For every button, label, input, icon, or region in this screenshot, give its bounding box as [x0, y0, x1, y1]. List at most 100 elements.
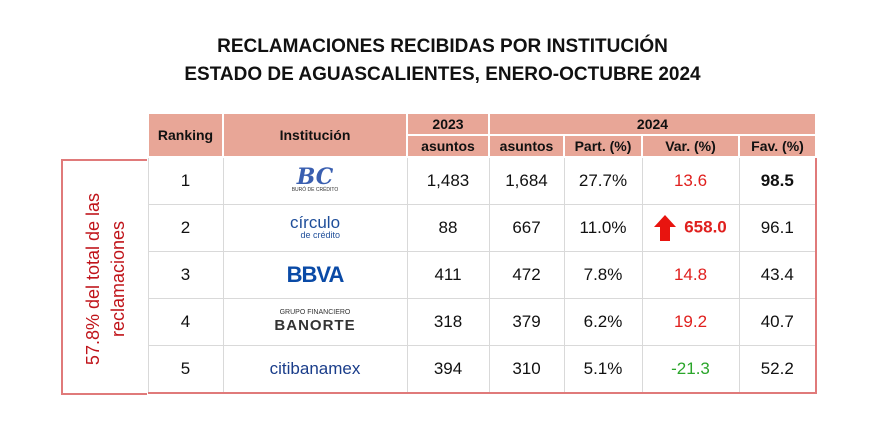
- institution-logo: BBVA: [286, 261, 345, 287]
- logo-cell: círculo de crédito: [222, 204, 408, 252]
- cell-text: 394: [433, 359, 463, 378]
- cell: 14.8: [641, 251, 740, 299]
- cell: 3: [147, 251, 224, 299]
- cell: 379: [488, 298, 565, 346]
- side-note-line: 57.8% del total de las: [83, 192, 103, 366]
- logo-text: círculo: [289, 212, 341, 232]
- cell-text: 88: [438, 218, 458, 237]
- cell: 13.6: [641, 156, 740, 205]
- cell: 1,684: [488, 156, 565, 205]
- cell: 2: [147, 204, 224, 252]
- cell-text: -21.3: [671, 359, 710, 378]
- cell: 43.4: [738, 251, 817, 299]
- cell: 19.2: [641, 298, 740, 346]
- table-row: 3 BBVA 411 472 7.8% 14.8 43.4: [147, 251, 817, 299]
- cell-text: 5: [180, 359, 191, 378]
- title-line: RECLAMACIONES RECIBIDAS POR INSTITUCIÓN: [217, 36, 668, 57]
- cell: 411: [406, 251, 490, 299]
- cell: 667: [488, 204, 565, 252]
- cell: 40.7: [738, 298, 817, 346]
- cell: 394: [406, 345, 490, 394]
- cell: 310: [488, 345, 565, 394]
- logo-text: GRUPO FINANCIERO: [279, 309, 351, 316]
- cell: 318: [406, 298, 490, 346]
- cell-text: 318: [433, 312, 463, 331]
- header-cell: Var. (%): [641, 134, 740, 158]
- cell-text: 658.0: [684, 217, 727, 237]
- header-cell: Institución: [222, 112, 408, 158]
- cell: 98.5: [738, 156, 817, 205]
- cell-text: 2: [180, 218, 191, 237]
- institution-logo: GRUPO FINANCIERO BANORTE: [274, 309, 355, 333]
- header-cell: asuntos: [488, 134, 565, 158]
- cell-text: 1: [180, 171, 191, 190]
- cell: 11.0%: [563, 204, 643, 252]
- logo-text: BANORTE: [274, 317, 356, 334]
- table-row: 1 BC BURÓ DE CRÉDITO 1,483 1,684 27.7% 13.6 98.…: [147, 156, 817, 205]
- cell-text: 4: [180, 312, 191, 331]
- table-row: 5 citibanamex 394 310 5.1% -21.3 52.2: [147, 345, 817, 394]
- header-cell: 2024: [488, 112, 817, 136]
- cell-text: 1,483: [426, 171, 470, 190]
- cell: 658.0: [641, 204, 740, 252]
- cell-text: 19.2: [673, 312, 708, 331]
- cell-text: 6.2%: [583, 312, 623, 331]
- cell: 6.2%: [563, 298, 643, 346]
- cell-text: 411: [434, 265, 462, 284]
- cell: 5: [147, 345, 224, 394]
- cell: 1,483: [406, 156, 490, 205]
- side-note-box: 57.8% del total de las reclamaciones: [61, 159, 147, 395]
- logo-text: BC: [296, 164, 334, 190]
- cell-text: 11.0%: [579, 218, 627, 237]
- cell-text: 43.4: [760, 265, 794, 284]
- cell: 472: [488, 251, 565, 299]
- cell-text: 3: [180, 265, 191, 284]
- header-cell: asuntos: [406, 134, 490, 158]
- logo-text: de crédito: [300, 229, 341, 240]
- institution-logo: citibanamex: [270, 360, 361, 377]
- logo-cell: citibanamex: [222, 345, 408, 394]
- cell-text: 14.8: [673, 265, 708, 284]
- cell-text: 667: [512, 218, 541, 237]
- logo-cell: BC BURÓ DE CRÉDITO: [222, 156, 408, 205]
- cell-text: 310: [512, 359, 541, 378]
- title-line: ESTADO DE AGUASCALIENTES, ENERO-OCTUBRE …: [184, 64, 701, 85]
- cell: -21.3: [641, 345, 740, 394]
- cell: 1: [147, 156, 224, 205]
- cell-text: 96.1: [760, 218, 794, 237]
- logo-text: BBVA: [286, 261, 345, 287]
- cell-text: 52.2: [760, 359, 794, 378]
- header-cell: 2023: [406, 112, 490, 136]
- title: RECLAMACIONES RECIBIDAS POR INSTITUCIÓN …: [0, 33, 885, 89]
- logo-text: citibanamex: [269, 359, 361, 378]
- side-note: 57.8% del total de las reclamaciones: [81, 193, 131, 365]
- cell-text: 472: [512, 265, 541, 284]
- cell: 96.1: [738, 204, 817, 252]
- header-cell: Fav. (%): [738, 134, 817, 158]
- up-arrow: [654, 215, 677, 241]
- cell-text: 1,684: [505, 171, 548, 190]
- cell-text: 5.1%: [583, 359, 623, 378]
- cell: 88: [406, 204, 490, 252]
- logo-cell: GRUPO FINANCIERO BANORTE: [222, 298, 408, 346]
- side-note-line: reclamaciones: [108, 220, 128, 338]
- cell: 52.2: [738, 345, 817, 394]
- logo-text: BURÓ DE CRÉDITO: [291, 187, 339, 193]
- institution-logo: círculo de crédito: [290, 214, 340, 240]
- cell-text: 40.7: [760, 312, 794, 331]
- cell-text: 379: [512, 312, 541, 331]
- header-cell: Ranking: [147, 112, 224, 158]
- cell-text: 13.6: [673, 171, 708, 190]
- arrow-shape: [654, 215, 677, 241]
- cell: 5.1%: [563, 345, 643, 394]
- cell: 27.7%: [563, 156, 643, 205]
- header-cell: Part. (%): [563, 134, 643, 158]
- cell-text: 98.5: [760, 171, 794, 190]
- table: Ranking Institución 2023 2024 asuntos asunto…: [147, 112, 817, 394]
- cell-text: 7.8%: [583, 265, 623, 284]
- cell-text: 27.7%: [578, 171, 628, 190]
- logo-cell: BBVA: [222, 251, 408, 299]
- table-row: 2 círculo de crédito 88 667 11.0% 658.0 96.1: [147, 204, 817, 252]
- institution-logo: BC BURÓ DE CRÉDITO: [292, 166, 339, 193]
